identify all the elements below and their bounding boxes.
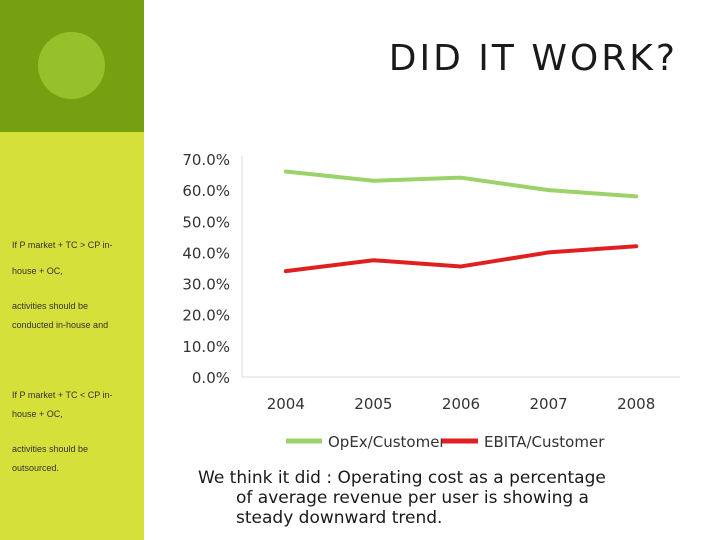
line-chart: 0.0% 10.0% 20.0% 30.0% 40.0% 50.0% 60.0% 70.0% 2…	[182, 151, 680, 451]
side-text-line: house + OC,	[12, 409, 63, 419]
legend-label: OpEx/Customer	[328, 433, 446, 451]
x-tick-label: 2004	[267, 395, 305, 413]
y-tick-label: 50.0%	[182, 213, 230, 231]
y-tick-label: 70.0%	[182, 151, 230, 169]
x-tick-label: 2005	[354, 395, 392, 413]
side-text-line: outsourced.	[12, 463, 60, 473]
series-line-ebita-customer	[283, 244, 639, 274]
side-text-line: If P market + TC > CP in-	[12, 240, 113, 250]
y-tick-label: 10.0%	[182, 338, 230, 356]
x-tick-label: 2007	[530, 395, 568, 413]
caption-line: steady downward trend.	[236, 508, 443, 528]
y-tick-label: 40.0%	[182, 244, 230, 262]
legend-label: EBITA/Customer	[484, 433, 605, 451]
decorative-circle	[38, 32, 105, 99]
caption-line: of average revenue per user is showing a	[236, 488, 589, 508]
caption-line: We think it did : Operating cost as a pe…	[198, 468, 606, 488]
caption: We think it did : Operating cost as a pe…	[198, 468, 668, 528]
series-line-opex-customer	[283, 169, 639, 199]
side-text-line: activities should be	[12, 444, 89, 454]
y-tick-label: 0.0%	[192, 369, 230, 387]
side-text-line: activities should be	[12, 301, 89, 311]
sidebar-background	[0, 132, 144, 540]
side-text-line: house + OC,	[12, 266, 63, 276]
slide-title: DID IT WORK?	[388, 38, 678, 79]
side-text-line: If P market + TC < CP in-	[12, 390, 113, 400]
y-tick-label: 30.0%	[182, 276, 230, 294]
side-text-line: conducted in-house and	[12, 320, 109, 330]
y-tick-label: 20.0%	[182, 307, 230, 325]
y-tick-label: 60.0%	[182, 182, 230, 200]
x-tick-label: 2006	[442, 395, 480, 413]
x-tick-label: 2008	[617, 395, 655, 413]
